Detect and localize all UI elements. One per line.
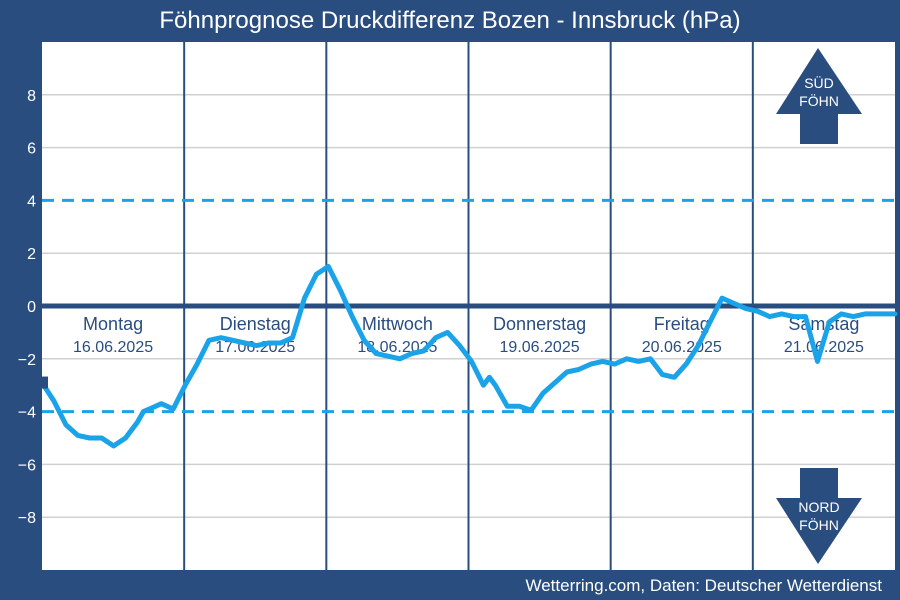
y-tick-label: −4: [18, 405, 36, 422]
down-arrow-shape: [776, 468, 862, 564]
series-line: [39, 263, 898, 449]
down-arrow-label-line2: FÖHN: [799, 516, 839, 533]
day-date-label: 20.06.2025: [642, 339, 722, 356]
series-start-marker: [36, 376, 48, 389]
y-tick-label: 8: [27, 88, 36, 105]
down-arrow-label-line1: NORD: [798, 499, 839, 515]
up-arrow-label-line1: SÜD: [804, 74, 834, 91]
y-tick-labels: 8 6 4 2 0 −2 −4 −6 −8: [18, 88, 36, 527]
day-name-label: Donnerstag: [493, 314, 586, 334]
up-arrow-shape: [776, 48, 862, 144]
nord-foehn-arrow-icon: NORD FÖHN: [776, 468, 862, 564]
day-name-label: Mittwoch: [362, 314, 433, 334]
y-tick-label: −6: [18, 457, 36, 474]
day-name-label: Dienstag: [220, 314, 291, 334]
threshold-lines: [42, 198, 895, 414]
sued-foehn-arrow-icon: SÜD FÖHN: [776, 48, 862, 144]
source-credit: Wetterring.com, Daten: Deutscher Wetterd…: [525, 576, 882, 595]
y-tick-label: −2: [18, 352, 36, 369]
y-tick-label: 2: [27, 246, 36, 263]
y-tick-label: 4: [27, 193, 36, 210]
day-date-label: 19.06.2025: [500, 339, 580, 356]
day-date-label: 16.06.2025: [73, 339, 153, 356]
y-tick-label: 6: [27, 141, 36, 158]
series-layer: [36, 263, 898, 449]
up-arrow-label-line2: FÖHN: [799, 92, 839, 109]
day-name-label: Freitag: [654, 314, 710, 334]
day-name-label: Montag: [83, 314, 143, 334]
chart-title: Föhnprognose Druckdifferenz Bozen - Inns…: [159, 7, 741, 34]
y-tick-label: 0: [27, 299, 36, 316]
y-tick-label: −8: [18, 510, 36, 527]
